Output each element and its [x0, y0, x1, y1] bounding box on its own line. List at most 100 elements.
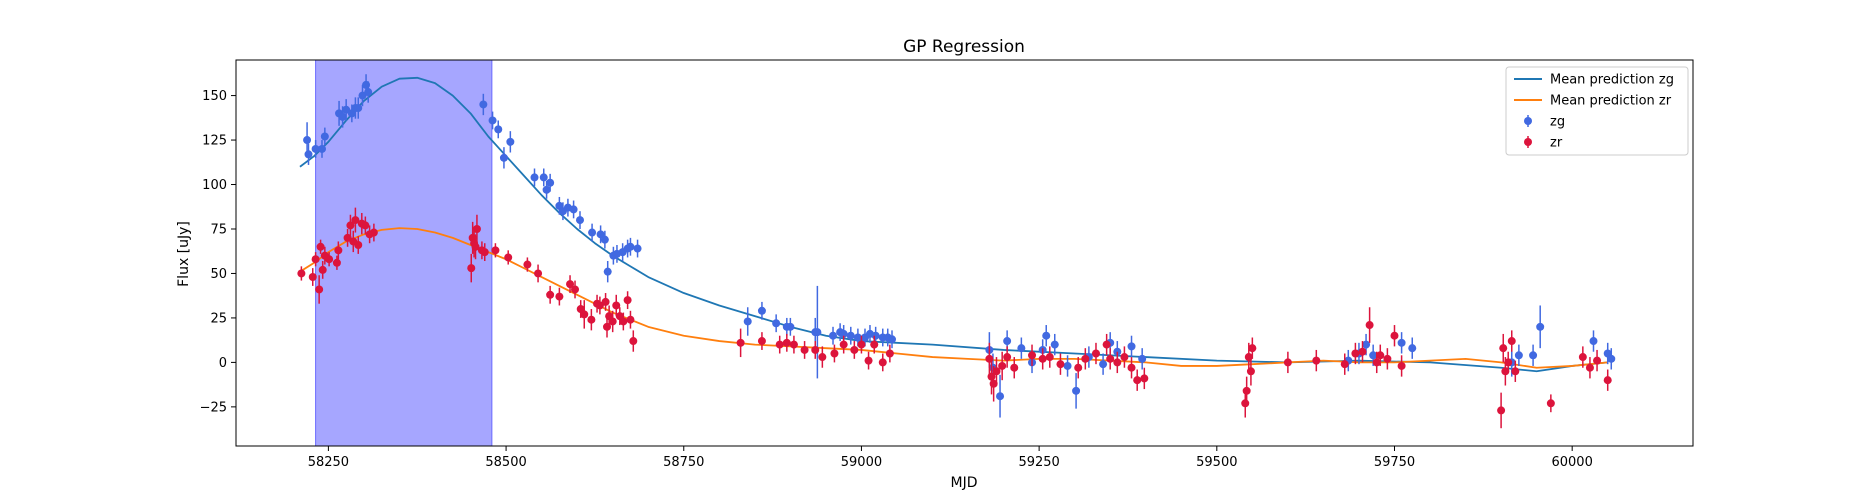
- data-point: [633, 244, 642, 253]
- legend-label: Mean prediction zr: [1550, 94, 1672, 109]
- data-point: [1248, 344, 1257, 353]
- legend-label: zg: [1550, 115, 1565, 130]
- data-point: [1017, 344, 1026, 353]
- data-point: [354, 104, 363, 113]
- data-point: [471, 242, 480, 251]
- data-point: [1603, 376, 1612, 385]
- data-point: [491, 246, 500, 255]
- series-points-zg: [303, 74, 1616, 418]
- data-point: [311, 144, 320, 153]
- data-point: [1585, 363, 1594, 372]
- data-point: [1514, 351, 1523, 360]
- data-point: [318, 265, 327, 274]
- data-point: [580, 310, 589, 319]
- data-point: [1063, 361, 1072, 370]
- data-point: [1397, 338, 1406, 347]
- data-point: [870, 340, 879, 349]
- series-line-zr: [299, 227, 1608, 369]
- data-point: [494, 125, 503, 134]
- data-point: [542, 185, 551, 194]
- data-point: [1003, 353, 1012, 362]
- data-point: [480, 248, 489, 257]
- data-point: [1246, 367, 1255, 376]
- data-point: [736, 338, 745, 347]
- y-tick-label: 100: [202, 178, 227, 193]
- data-point: [315, 285, 324, 294]
- data-point: [800, 345, 809, 354]
- data-point: [600, 235, 609, 244]
- data-point: [996, 392, 1005, 401]
- y-tick-label: −25: [200, 400, 227, 415]
- data-point: [1081, 354, 1090, 363]
- data-point: [304, 150, 313, 159]
- x-tick-label: 59750: [1374, 455, 1415, 470]
- data-point: [989, 379, 998, 388]
- y-tick-label: 150: [202, 89, 227, 104]
- data-point: [743, 317, 752, 326]
- data-point: [569, 205, 578, 214]
- data-point: [467, 264, 476, 273]
- data-point: [789, 340, 798, 349]
- data-point: [596, 230, 605, 239]
- data-point: [539, 173, 548, 182]
- data-point: [546, 178, 555, 187]
- data-point: [369, 228, 378, 237]
- legend-label: zr: [1550, 136, 1563, 151]
- data-point: [1056, 360, 1065, 369]
- x-tick-label: 58750: [663, 455, 704, 470]
- data-point: [1242, 386, 1251, 395]
- data-point: [1127, 342, 1136, 351]
- data-point: [1504, 358, 1513, 367]
- x-tick-label: 58500: [485, 455, 526, 470]
- y-tick-label: 125: [202, 134, 227, 149]
- data-point: [1607, 354, 1616, 363]
- data-point: [1362, 340, 1371, 349]
- data-point: [775, 340, 784, 349]
- data-point: [864, 356, 873, 365]
- data-point: [1312, 356, 1321, 365]
- x-tick-label: 58250: [308, 455, 349, 470]
- data-point: [361, 221, 370, 230]
- data-point: [571, 285, 580, 294]
- data-point: [830, 349, 839, 358]
- data-point: [829, 331, 838, 340]
- legend-point-swatch: [1524, 138, 1532, 146]
- data-point: [601, 297, 610, 306]
- legend-point-swatch: [1524, 117, 1532, 125]
- data-point: [1091, 349, 1100, 358]
- data-point: [343, 233, 352, 242]
- data-point: [1072, 386, 1081, 395]
- data-point: [1074, 363, 1083, 372]
- data-point: [1372, 358, 1381, 367]
- data-point: [530, 173, 539, 182]
- data-point: [1546, 399, 1555, 408]
- data-point: [1529, 351, 1538, 360]
- data-point: [534, 269, 543, 278]
- y-axis-label: Flux [uJy]: [176, 221, 192, 287]
- data-point: [612, 301, 621, 310]
- data-point: [1501, 367, 1510, 376]
- data-point: [1113, 358, 1122, 367]
- data-point: [1397, 361, 1406, 370]
- data-point: [1028, 351, 1037, 360]
- series-points-zr: [297, 207, 1612, 429]
- data-point: [595, 301, 604, 310]
- data-point: [1120, 353, 1129, 362]
- data-point: [303, 136, 312, 145]
- data-point: [338, 112, 347, 121]
- chart-title: GP Regression: [903, 37, 1025, 57]
- data-point: [332, 258, 341, 267]
- data-point: [1376, 351, 1385, 360]
- data-point: [888, 335, 897, 344]
- plot-content: [297, 60, 1616, 446]
- data-point: [885, 349, 894, 358]
- data-point: [311, 255, 320, 264]
- data-point: [1593, 356, 1602, 365]
- data-point: [1365, 321, 1374, 330]
- data-point: [1358, 347, 1367, 356]
- data-point: [992, 367, 1001, 376]
- y-tick-label: 75: [210, 222, 227, 237]
- data-point: [1507, 337, 1516, 346]
- data-point: [320, 132, 329, 141]
